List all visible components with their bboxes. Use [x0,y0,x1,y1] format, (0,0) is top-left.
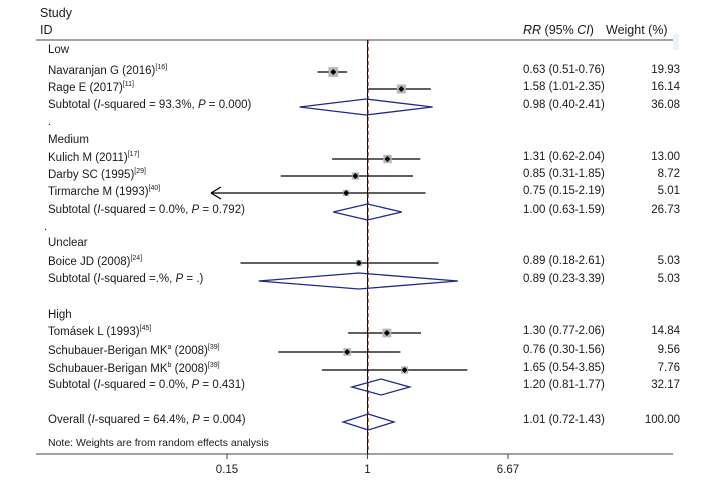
group-heading: Low [48,44,70,56]
study-label: Navaranjan G (2016)[16] [48,64,168,77]
study-label: Rage E (2017)[11] [48,81,134,94]
overall-rr: 1.01 (0.72-1.43) [523,414,605,426]
study-weight: 5.01 [657,185,680,197]
header-weight: Weight (%) [606,23,668,37]
subtotal-label: Subtotal (I-squared = 0.0%, P = 0.792) [48,204,245,216]
group-heading: Medium [48,134,89,146]
header-study: Study [40,6,72,20]
study-label: Tomásek L (1993)[45] [48,325,152,338]
subtotal-weight: 26.73 [651,204,680,216]
subtotal-rr: 0.89 (0.23-3.39) [523,273,605,285]
point-estimate [355,260,362,266]
group-heading: High [48,309,72,321]
overall-label: Overall (I-squared = 64.4%, P = 0.004) [48,414,246,426]
subtotal-weight: 32.17 [651,379,680,391]
point-estimate [352,173,359,179]
subtotal-label: Subtotal (I-squared = 93.3%, P = 0.000) [48,99,252,111]
subtotal-label: Subtotal (I-squared =.%, P = .) [48,273,204,285]
subtotal-weight: 5.03 [657,273,680,285]
study-weight: 13.00 [651,151,680,163]
subtotal-rr: 1.00 (0.63-1.59) [523,204,605,216]
subtotal-rr: 0.98 (0.40-2.41) [523,99,605,111]
study-rr: 1.30 (0.77-2.06) [523,325,605,337]
separator-dot: . [44,221,48,233]
study-rr: 1.65 (0.54-3.85) [523,362,605,374]
study-weight: 9.56 [657,344,680,356]
study-label: Schubauer-Berigan MKa (2008)[39] [48,344,220,357]
study-label: Schubauer-Berigan MKb (2008)[39] [48,362,220,375]
study-weight: 5.03 [657,255,680,267]
study-rr: 0.63 (0.51-0.76) [523,64,605,76]
study-weight: 16.14 [651,81,680,93]
point-estimate [343,190,350,196]
header-id: ID [40,23,53,37]
subtotal-label: Subtotal (I-squared = 0.0%, P = 0.431) [48,379,245,391]
point-estimate [383,330,390,336]
subtotal-diamond [258,272,458,290]
overall-diamond [341,413,397,431]
subtotal-diamond [349,378,413,396]
study-weight: 7.76 [657,362,680,374]
header-rr: RR (95% CI) [523,23,594,37]
study-rr: 0.89 (0.18-2.61) [523,255,605,267]
tick-label: 0.15 [215,464,239,476]
subtotal-diamond [299,98,433,116]
footnote: Note: Weights are from random effects an… [48,437,269,449]
study-weight: 14.84 [651,325,680,337]
study-rr: 1.58 (1.01-2.35) [523,81,605,93]
separator-dot: . [48,116,52,128]
tick-label: 1 [364,464,371,476]
study-label: Kulich M (2011)[17] [48,151,140,164]
study-rr: 0.85 (0.31-1.85) [523,168,605,180]
scroll-mark [673,34,679,50]
subtotal-weight: 36.08 [651,99,680,111]
study-rr: 0.76 (0.30-1.56) [523,344,605,356]
overall-weight: 100.00 [644,414,680,426]
study-rr: 0.75 (0.15-2.19) [523,185,605,197]
point-estimate [330,69,337,75]
tick-label: 6.67 [496,464,520,476]
point-estimate [384,156,391,162]
study-label: Boice JD (2008)[24] [48,255,143,268]
subtotal-diamond [333,203,402,221]
subtotal-rr: 1.20 (0.81-1.77) [523,379,605,391]
study-label: Darby SC (1995)[29] [48,168,146,181]
point-estimate [401,367,408,373]
study-rr: 1.31 (0.62-2.04) [523,151,605,163]
study-weight: 19.93 [651,64,680,76]
study-weight: 8.72 [657,168,680,180]
point-estimate [398,86,405,92]
ci-arrow [210,186,222,200]
group-heading: Unclear [48,237,88,249]
study-label: Tirmarche M (1993)[40] [48,185,161,198]
point-estimate [344,349,351,355]
